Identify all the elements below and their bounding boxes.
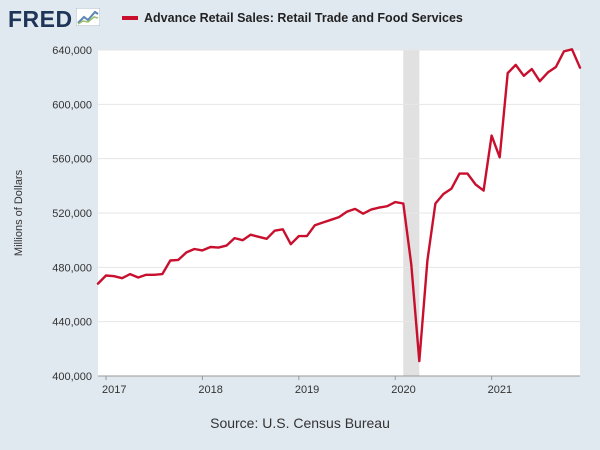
y-axis-label: Millions of Dollars	[13, 169, 25, 256]
x-tick-label: 2021	[488, 384, 512, 396]
source-note: Source: U.S. Census Bureau	[210, 415, 390, 431]
y-tick-label: 560,000	[52, 154, 92, 166]
y-tick-label: 440,000	[52, 317, 92, 329]
y-tick-label: 600,000	[52, 99, 92, 111]
legend: Advance Retail Sales: Retail Trade and F…	[122, 11, 463, 25]
y-tick-label: 400,000	[52, 371, 92, 383]
x-tick-label: 2020	[391, 384, 415, 396]
x-tick-label: 2017	[102, 384, 126, 396]
x-tick-label: 2018	[198, 384, 222, 396]
y-tick-label: 480,000	[52, 262, 92, 274]
fred-logo-text: FRED	[8, 6, 73, 32]
legend-label: Advance Retail Sales: Retail Trade and F…	[144, 11, 463, 25]
series-line	[96, 48, 582, 363]
legend-swatch	[122, 16, 138, 20]
y-tick-label: 520,000	[52, 208, 92, 220]
x-tick-label: 2019	[295, 384, 319, 396]
y-tick-label: 640,000	[52, 45, 92, 57]
